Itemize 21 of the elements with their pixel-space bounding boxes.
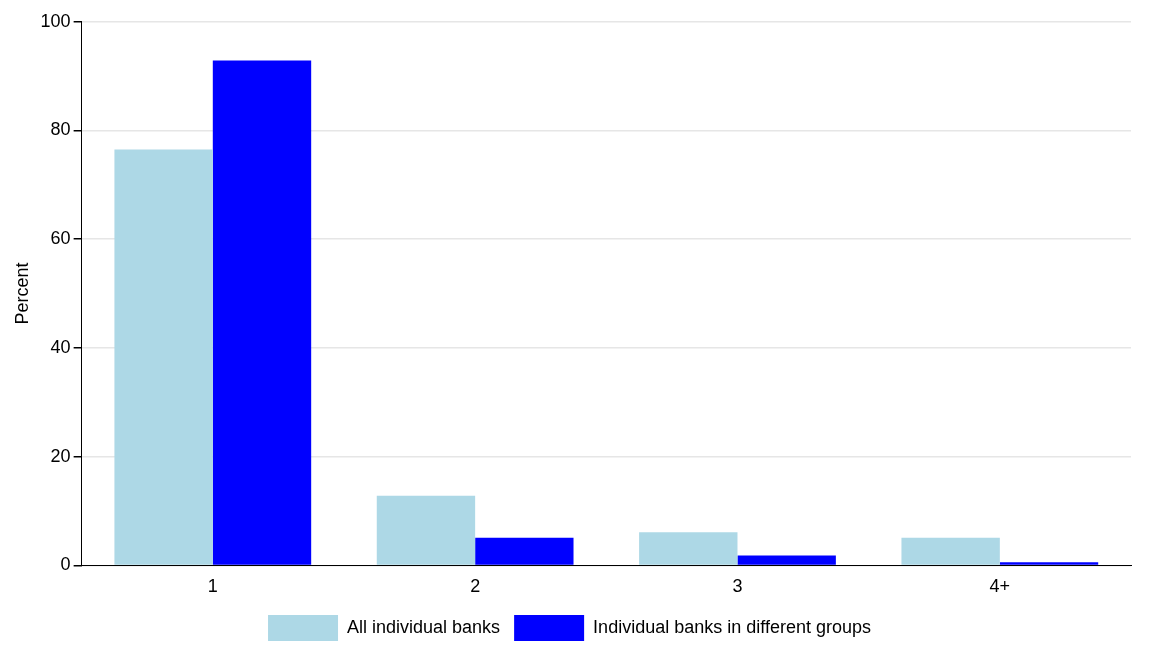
x-tick-label: 1 — [207, 576, 218, 597]
x-tick-label: 4+ — [989, 576, 1011, 597]
y-axis-title: Percent — [11, 262, 32, 325]
y-tick-label: 20 — [50, 445, 71, 466]
bar — [737, 555, 836, 565]
x-tick-label: 3 — [732, 576, 743, 597]
legend-label: Individual banks in different groups — [593, 616, 871, 637]
bar — [212, 60, 312, 565]
bar — [639, 532, 738, 565]
y-tick-label: 40 — [50, 336, 71, 357]
bar — [475, 537, 574, 565]
bar — [999, 562, 1099, 565]
legend-label: All individual banks — [347, 616, 501, 637]
y-tick-label: 60 — [50, 228, 71, 249]
bar — [901, 537, 1000, 565]
y-tick-label: 0 — [60, 554, 71, 575]
y-tick-label: 100 — [40, 10, 71, 31]
bar — [114, 149, 213, 565]
bar — [376, 495, 476, 565]
x-tick-label: 2 — [470, 576, 481, 597]
y-tick-label: 80 — [50, 119, 71, 140]
